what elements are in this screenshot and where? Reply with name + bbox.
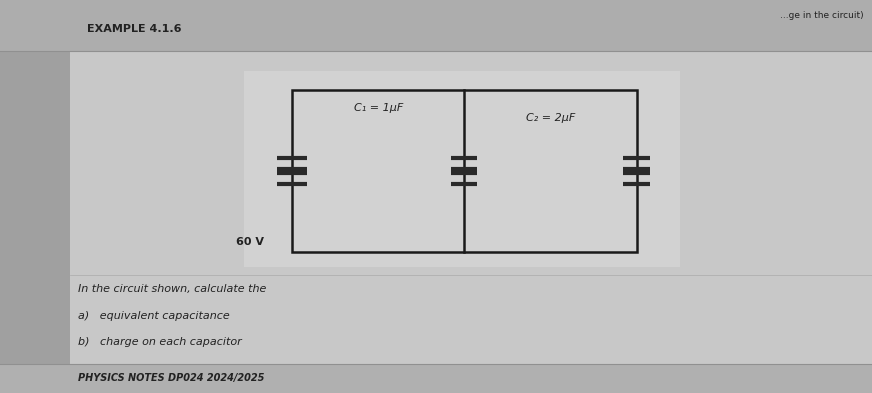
Text: EXAMPLE 4.1.6: EXAMPLE 4.1.6 — [87, 24, 181, 35]
Bar — [0, 0, 872, 51]
Bar — [0, 364, 872, 393]
Text: a)   equivalent capacitance: a) equivalent capacitance — [78, 311, 230, 321]
Bar — [0, 0, 70, 393]
Bar — [244, 71, 680, 267]
Text: 60 V: 60 V — [236, 237, 264, 247]
Text: b)   charge on each capacitor: b) charge on each capacitor — [78, 337, 242, 347]
Text: C₁ = 1μF: C₁ = 1μF — [354, 103, 403, 113]
Text: C₂ = 2μF: C₂ = 2μF — [526, 113, 575, 123]
Bar — [292, 90, 637, 252]
Text: ...ge in the circuit): ...ge in the circuit) — [780, 11, 863, 20]
Text: PHYSICS NOTES DP024 2024/2025: PHYSICS NOTES DP024 2024/2025 — [78, 373, 265, 383]
Text: In the circuit shown, calculate the: In the circuit shown, calculate the — [78, 284, 267, 294]
